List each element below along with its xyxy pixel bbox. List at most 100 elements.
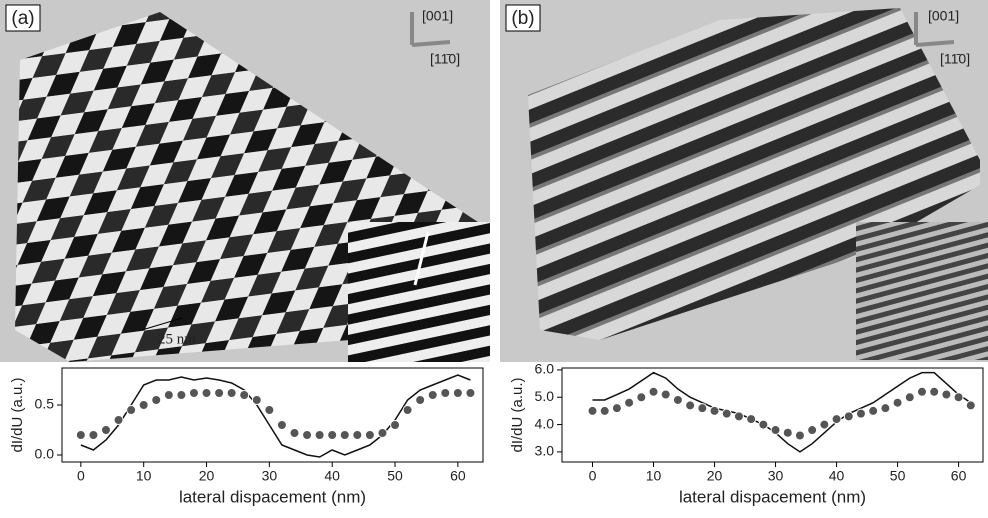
marker <box>600 406 609 415</box>
marker <box>722 409 731 418</box>
marker <box>265 406 274 415</box>
x-tick-label: 30 <box>768 468 784 484</box>
inset <box>348 222 490 362</box>
x-tick-label: 0 <box>589 468 597 484</box>
marker <box>114 416 123 425</box>
marker <box>353 431 362 440</box>
marker <box>391 421 400 430</box>
x-tick-label: 20 <box>199 468 215 484</box>
marker <box>832 415 841 424</box>
y-tick-label: 5.0 <box>535 388 555 404</box>
marker <box>673 395 682 404</box>
marker <box>747 415 756 424</box>
marker <box>441 389 450 398</box>
marker <box>686 401 695 410</box>
marker <box>783 428 792 437</box>
marker <box>328 431 337 440</box>
profile-line <box>81 375 471 457</box>
marker <box>365 431 374 440</box>
marker <box>403 406 412 415</box>
marker <box>416 396 425 405</box>
marker <box>202 389 211 398</box>
marker <box>808 426 817 435</box>
marker <box>771 426 780 435</box>
marker <box>189 389 198 398</box>
x-tick-label: 40 <box>829 468 845 484</box>
profile-line <box>593 373 971 452</box>
x-tick-label: 30 <box>262 468 278 484</box>
marker <box>893 398 902 407</box>
y-tick-label: 0.0 <box>35 446 55 462</box>
y-tick-label: 4.0 <box>535 415 555 431</box>
marker <box>637 393 646 402</box>
marker <box>277 421 286 430</box>
marker <box>942 390 951 399</box>
x-axis-label: lateral dispacement (nm) <box>179 487 366 506</box>
marker <box>930 387 939 396</box>
marker <box>856 409 865 418</box>
x-tick-label: 60 <box>450 468 466 484</box>
y-tick-label: 3.0 <box>535 443 555 459</box>
y-axis-label: dI/dU (a.u.) <box>9 377 26 452</box>
y-tick-label: 0.5 <box>35 396 55 412</box>
x-tick-label: 0 <box>77 468 85 484</box>
marker <box>240 391 249 400</box>
marker <box>966 401 975 410</box>
axis-label: [11̄0] <box>940 51 970 67</box>
x-tick-label: 10 <box>136 468 152 484</box>
marker <box>177 391 186 400</box>
marker <box>795 431 804 440</box>
marker <box>428 391 437 400</box>
marker <box>917 387 926 396</box>
panel-label: (a) <box>11 8 34 29</box>
marker <box>844 412 853 421</box>
y-tick-label: 6.0 <box>535 361 555 377</box>
axis-label: [11̄0] <box>430 51 460 67</box>
marker <box>869 406 878 415</box>
x-axis-label: lateral dispacement (nm) <box>679 487 866 506</box>
marker <box>152 396 161 405</box>
marker <box>698 404 707 413</box>
marker <box>89 431 98 440</box>
scale-label: 25 nm <box>158 331 196 347</box>
marker <box>649 387 658 396</box>
y-axis-label: dI/dU (a.u.) <box>509 377 526 452</box>
marker <box>954 393 963 402</box>
marker <box>252 396 261 405</box>
marker <box>139 401 148 410</box>
marker <box>340 431 349 440</box>
marker <box>905 393 914 402</box>
figure: (a) [001] [11̄0] 25 nm (b) [001] [11̄0] … <box>0 0 988 513</box>
marker <box>820 420 829 429</box>
x-tick-label: 50 <box>387 468 403 484</box>
marker <box>453 389 462 398</box>
marker <box>127 406 136 415</box>
panel-label: (b) <box>511 8 534 29</box>
marker <box>661 390 670 399</box>
marker <box>315 431 324 440</box>
marker <box>881 404 890 413</box>
marker <box>76 431 85 440</box>
marker <box>227 389 236 398</box>
marker <box>612 404 621 413</box>
marker <box>710 406 719 415</box>
plot-frame <box>562 368 983 462</box>
marker <box>215 389 224 398</box>
marker <box>759 420 768 429</box>
marker <box>290 429 299 438</box>
x-tick-label: 10 <box>646 468 662 484</box>
x-tick-label: 20 <box>707 468 723 484</box>
axis-label: [001] <box>928 8 959 24</box>
marker <box>625 398 634 407</box>
inset <box>856 222 988 360</box>
marker <box>164 391 173 400</box>
marker <box>378 429 387 438</box>
x-tick-label: 40 <box>324 468 340 484</box>
marker <box>101 426 110 435</box>
marker <box>466 389 475 398</box>
marker <box>303 431 312 440</box>
x-tick-label: 60 <box>951 468 967 484</box>
marker <box>734 412 743 421</box>
x-tick-label: 50 <box>890 468 906 484</box>
marker <box>588 406 597 415</box>
